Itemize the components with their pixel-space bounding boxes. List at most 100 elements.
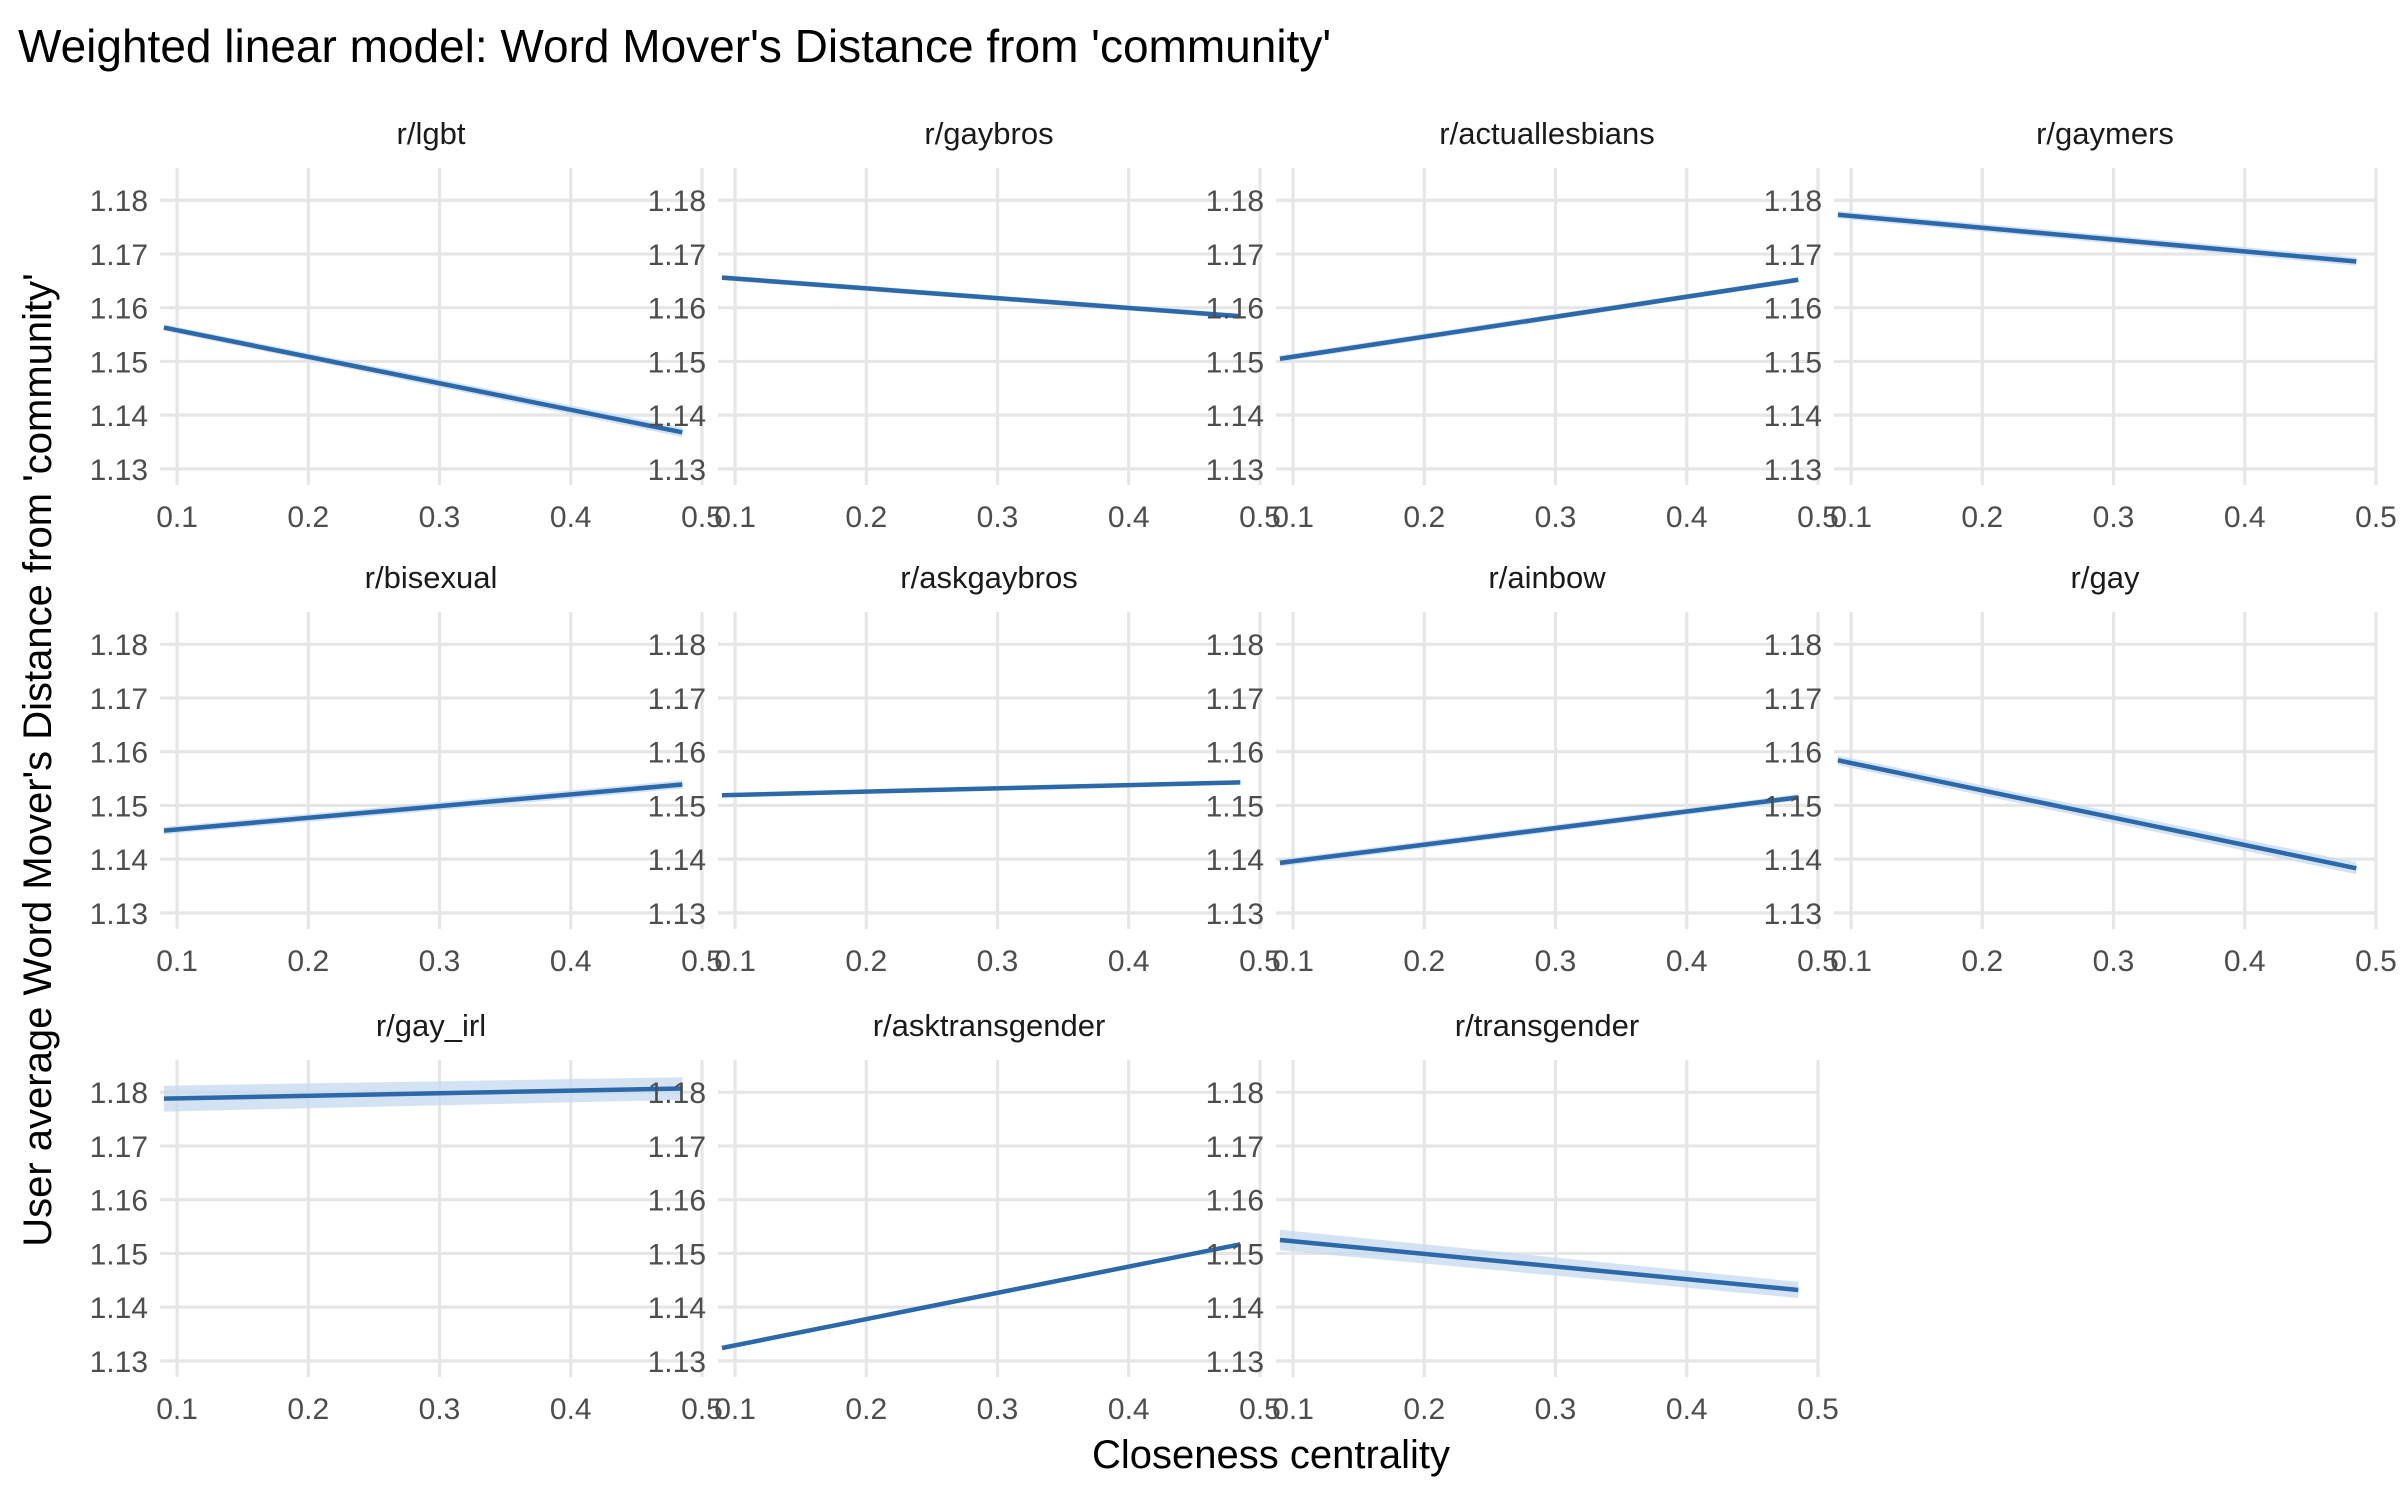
facet-panels: r/lgbt 1.13 1.14 1.15 1.16 1.17 1.18 0.1 0.2 0.3 0… (90, 116, 2397, 1426)
y-tick-label: 1.15 (648, 1238, 706, 1271)
y-tick-label: 1.13 (90, 898, 148, 931)
x-tick-label: 0.5 (681, 501, 723, 534)
y-tick-label: 1.16 (1764, 737, 1822, 770)
facet-panel: r/gay_irl 1.13 1.14 1.15 1.16 1.17 1.18 0.1 0.2 0… (90, 1008, 723, 1426)
y-tick-label: 1.13 (1764, 898, 1822, 931)
y-tick-label: 1.13 (90, 1346, 148, 1379)
y-tick-label: 1.16 (1206, 1185, 1264, 1218)
y-axis-title: User average Word Mover's Distance from … (16, 273, 60, 1247)
x-tick-label: 0.4 (1108, 945, 1150, 978)
x-tick-label: 0.4 (1666, 945, 1708, 978)
facet-panel: r/bisexual 1.13 1.14 1.15 1.16 1.17 1.18 0.1 0.2… (90, 560, 723, 978)
y-tick-label: 1.16 (1764, 293, 1822, 326)
y-tick-label: 1.17 (648, 239, 706, 272)
y-tick-label: 1.17 (1206, 239, 1264, 272)
y-tick-label: 1.14 (1206, 1292, 1264, 1325)
y-tick-label: 1.16 (90, 737, 148, 770)
facet-panel: r/asktransgender 1.13 1.14 1.15 1.16 1.17 1.18… (648, 1008, 1281, 1426)
x-tick-label: 0.5 (1797, 501, 1839, 534)
y-tick-label: 1.13 (1206, 454, 1264, 487)
x-tick-label: 0.3 (2093, 501, 2135, 534)
y-tick-label: 1.17 (90, 1131, 148, 1164)
x-tick-label: 0.1 (156, 1393, 198, 1426)
y-tick-label: 1.14 (648, 400, 706, 433)
x-tick-label: 0.5 (1239, 945, 1281, 978)
y-tick-label: 1.17 (1764, 239, 1822, 272)
facet-panel: r/actuallesbians 1.13 1.14 1.15 1.16 1.17 1.18… (1206, 116, 1839, 534)
y-tick-label: 1.14 (1206, 400, 1264, 433)
y-tick-label: 1.17 (1206, 1131, 1264, 1164)
y-tick-label: 1.15 (1764, 790, 1822, 823)
x-tick-label: 0.1 (1272, 945, 1314, 978)
x-tick-label: 0.2 (1403, 501, 1445, 534)
fit-line (1837, 212, 2357, 264)
facet-panel: r/lgbt 1.13 1.14 1.15 1.16 1.17 1.18 0.1 0.2 0.3 0… (90, 116, 723, 534)
y-tick-label: 1.16 (90, 293, 148, 326)
x-tick-label: 0.1 (156, 501, 198, 534)
x-tick-label: 0.5 (1797, 945, 1839, 978)
y-tick-label: 1.13 (648, 1346, 706, 1379)
facet-strip-label: r/lgbt (397, 116, 466, 151)
fit-line (163, 1086, 683, 1101)
y-tick-label: 1.18 (90, 1077, 148, 1110)
y-tick-label: 1.13 (1206, 1346, 1264, 1379)
y-tick-label: 1.15 (90, 346, 148, 379)
fit-line (163, 325, 683, 435)
x-tick-label: 0.3 (977, 1393, 1019, 1426)
y-tick-label: 1.14 (90, 400, 148, 433)
y-tick-label: 1.15 (90, 790, 148, 823)
facet-strip-label: r/gay (2071, 560, 2140, 595)
y-tick-label: 1.18 (1764, 185, 1822, 218)
y-tick-label: 1.18 (90, 629, 148, 662)
x-tick-label: 0.5 (681, 945, 723, 978)
y-tick-label: 1.13 (648, 454, 706, 487)
x-tick-label: 0.1 (714, 1393, 756, 1426)
facet-strip-label: r/asktransgender (873, 1008, 1106, 1043)
x-tick-label: 0.2 (845, 501, 887, 534)
x-tick-label: 0.2 (287, 945, 329, 978)
x-tick-label: 0.5 (2355, 945, 2397, 978)
y-tick-label: 1.15 (648, 790, 706, 823)
fit-line (721, 780, 1241, 798)
x-tick-label: 0.3 (419, 1393, 461, 1426)
y-tick-label: 1.14 (1206, 844, 1264, 877)
y-tick-label: 1.17 (648, 1131, 706, 1164)
x-tick-label: 0.4 (550, 945, 592, 978)
x-tick-label: 0.2 (287, 501, 329, 534)
y-tick-label: 1.14 (648, 1292, 706, 1325)
y-tick-label: 1.15 (648, 346, 706, 379)
x-tick-label: 0.1 (1272, 1393, 1314, 1426)
y-tick-label: 1.17 (90, 683, 148, 716)
fit-line (721, 275, 1241, 319)
x-tick-label: 0.4 (550, 1393, 592, 1426)
y-tick-label: 1.14 (90, 1292, 148, 1325)
x-tick-label: 0.3 (977, 945, 1019, 978)
y-tick-label: 1.15 (1206, 790, 1264, 823)
x-tick-label: 0.5 (681, 1393, 723, 1426)
x-tick-label: 0.1 (1830, 501, 1872, 534)
x-tick-label: 0.4 (550, 501, 592, 534)
y-tick-label: 1.16 (90, 1185, 148, 1218)
facet-panel: r/gaymers 1.13 1.14 1.15 1.16 1.17 1.18 0.1 0.2 0… (1764, 116, 2397, 534)
x-axis-title: Closeness centrality (1092, 1433, 1450, 1477)
y-tick-label: 1.18 (1206, 1077, 1264, 1110)
x-tick-label: 0.4 (1108, 501, 1150, 534)
y-tick-label: 1.13 (1764, 454, 1822, 487)
x-tick-label: 0.1 (1830, 945, 1872, 978)
x-tick-label: 0.3 (419, 501, 461, 534)
x-tick-label: 0.2 (1403, 945, 1445, 978)
facet-strip-label: r/transgender (1455, 1008, 1639, 1043)
facet-strip-label: r/askgaybros (900, 560, 1077, 595)
facet-strip-label: r/bisexual (365, 560, 498, 595)
x-tick-label: 0.2 (287, 1393, 329, 1426)
fit-line (163, 782, 683, 833)
x-tick-label: 0.1 (714, 501, 756, 534)
fit-line (1837, 758, 2357, 871)
y-tick-label: 1.17 (1764, 683, 1822, 716)
y-tick-label: 1.15 (1764, 346, 1822, 379)
fit-line (1279, 1237, 1799, 1293)
y-tick-label: 1.15 (1206, 346, 1264, 379)
x-tick-label: 0.3 (2093, 945, 2135, 978)
